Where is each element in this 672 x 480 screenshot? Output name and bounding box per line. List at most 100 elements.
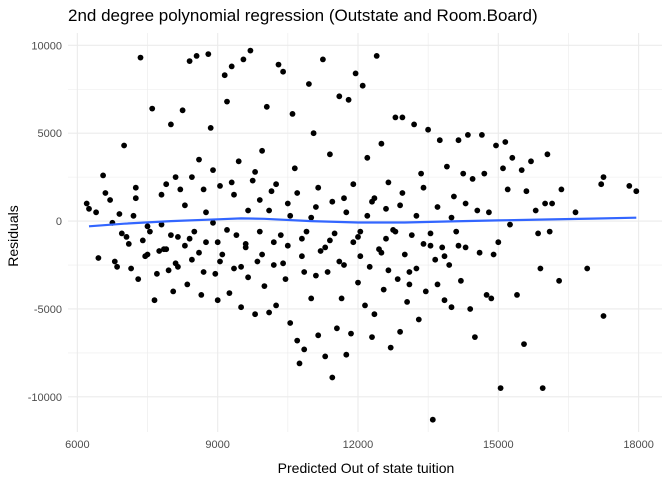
data-point xyxy=(345,96,352,103)
data-point xyxy=(175,263,181,270)
data-point xyxy=(362,302,368,309)
data-point xyxy=(291,165,298,172)
data-point xyxy=(366,263,373,270)
data-point xyxy=(418,170,424,177)
data-point xyxy=(413,265,420,272)
data-point xyxy=(544,151,551,158)
data-point xyxy=(422,288,429,295)
data-point xyxy=(224,227,230,233)
data-point xyxy=(203,209,209,216)
data-point xyxy=(357,228,364,235)
data-point xyxy=(114,263,120,270)
data-point xyxy=(383,205,389,212)
data-point xyxy=(277,232,284,239)
fit-line xyxy=(88,216,637,228)
data-point xyxy=(107,197,113,203)
data-point xyxy=(270,262,277,268)
data-point xyxy=(273,302,279,309)
data-point xyxy=(261,283,268,289)
data-point xyxy=(343,209,350,216)
data-point xyxy=(600,174,607,181)
data-point xyxy=(170,288,177,295)
data-point xyxy=(214,297,221,304)
y-tick-label: -10000 xyxy=(28,392,62,404)
data-point xyxy=(486,209,492,216)
data-point xyxy=(200,186,207,193)
data-point xyxy=(448,304,455,311)
x-tick-label: 18000 xyxy=(623,439,654,451)
data-point xyxy=(116,211,123,217)
data-point xyxy=(214,239,221,246)
data-point xyxy=(306,81,312,87)
data-point xyxy=(514,292,520,298)
data-point xyxy=(238,263,245,270)
data-point xyxy=(266,309,272,316)
data-point xyxy=(378,249,385,256)
data-point xyxy=(322,244,329,251)
data-point xyxy=(294,337,301,344)
data-point xyxy=(245,207,252,214)
data-point xyxy=(633,188,640,195)
data-point xyxy=(600,313,607,319)
data-point xyxy=(406,269,413,275)
data-point xyxy=(460,170,467,177)
data-point xyxy=(259,251,265,258)
data-point xyxy=(111,258,118,265)
data-point xyxy=(329,374,336,381)
data-point xyxy=(420,241,427,247)
data-point xyxy=(130,212,137,219)
data-point xyxy=(453,228,460,235)
data-point xyxy=(537,265,544,272)
data-point xyxy=(139,237,146,244)
data-point xyxy=(315,184,322,191)
data-point xyxy=(327,237,333,244)
data-point xyxy=(500,165,506,172)
data-point xyxy=(584,265,591,272)
data-point xyxy=(369,334,375,340)
data-point xyxy=(324,269,331,275)
data-point xyxy=(228,63,235,70)
data-point xyxy=(156,248,163,254)
data-point xyxy=(137,54,144,61)
data-point xyxy=(439,244,446,251)
major-gridlines xyxy=(68,33,662,432)
data-point xyxy=(528,158,534,165)
data-point xyxy=(256,228,263,235)
data-point xyxy=(462,244,469,251)
data-point xyxy=(493,142,499,149)
data-point xyxy=(287,212,294,219)
data-point xyxy=(184,281,191,288)
data-point xyxy=(518,167,525,174)
data-point xyxy=(429,416,436,423)
data-point xyxy=(100,172,106,179)
data-point xyxy=(392,114,399,121)
data-point xyxy=(549,200,555,207)
data-point xyxy=(245,274,252,281)
data-point xyxy=(256,197,263,203)
data-point xyxy=(348,330,354,337)
data-point xyxy=(149,105,156,112)
data-point xyxy=(212,270,219,277)
data-point xyxy=(462,200,469,207)
data-point xyxy=(203,239,209,246)
data-point xyxy=(479,132,485,138)
data-point xyxy=(399,190,406,196)
data-point xyxy=(175,234,181,240)
data-point xyxy=(280,68,286,75)
data-point xyxy=(476,249,483,256)
data-point xyxy=(397,328,403,335)
data-point xyxy=(373,53,380,59)
data-point xyxy=(542,200,548,207)
data-point xyxy=(371,311,378,318)
data-point xyxy=(233,232,240,239)
data-point xyxy=(240,56,247,63)
data-point xyxy=(219,251,226,258)
data-point xyxy=(102,190,109,196)
data-point xyxy=(401,251,408,258)
data-point xyxy=(163,246,170,253)
data-point xyxy=(350,239,357,246)
data-point xyxy=(336,258,343,265)
data-point xyxy=(556,277,562,284)
data-point xyxy=(198,292,205,298)
